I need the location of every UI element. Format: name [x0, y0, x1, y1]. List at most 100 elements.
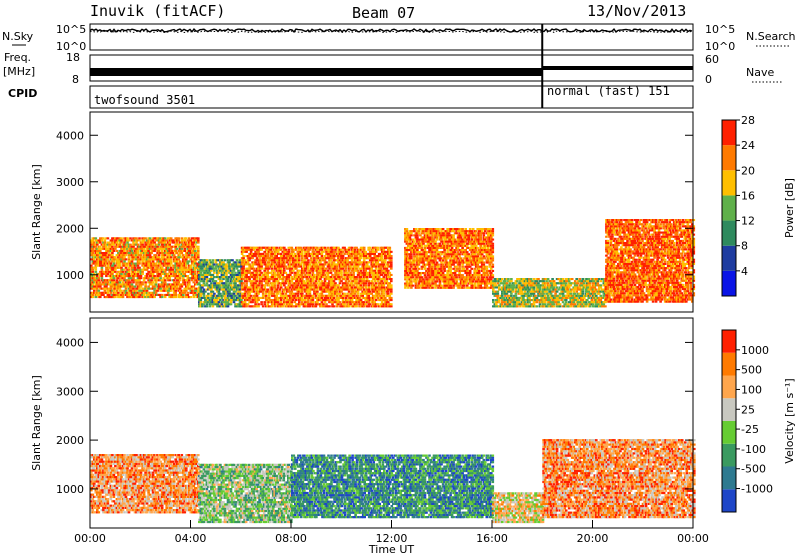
power-cell	[245, 280, 248, 283]
power-cell	[298, 296, 301, 299]
power-cell	[328, 301, 331, 304]
power-cell	[144, 264, 147, 267]
power-cell	[316, 296, 319, 299]
power-cell	[132, 281, 135, 284]
power-cell	[138, 291, 141, 294]
power-cell	[231, 280, 234, 283]
power-cell	[404, 257, 407, 260]
power-cell	[434, 269, 437, 272]
power-cell	[127, 281, 131, 284]
power-cell	[157, 260, 161, 263]
power-cell	[198, 301, 201, 304]
power-cell	[443, 238, 446, 241]
power-cell	[281, 296, 285, 299]
power-cell	[362, 248, 366, 251]
power-cell	[121, 291, 125, 294]
power-cell	[440, 234, 443, 237]
power-cell	[106, 279, 110, 282]
power-cell	[370, 267, 373, 270]
power-cell	[93, 266, 96, 269]
power-cell	[329, 290, 333, 293]
power-cell	[313, 286, 316, 289]
power-cell	[310, 280, 313, 283]
power-cell	[286, 286, 289, 289]
power-cell	[257, 255, 260, 258]
power-cell	[325, 252, 328, 255]
power-cell	[311, 263, 315, 266]
power-cell	[417, 272, 421, 275]
power-cell	[145, 245, 149, 248]
power-cell	[93, 258, 96, 261]
power-cell	[240, 276, 244, 279]
power-cell	[332, 265, 336, 268]
power-cell	[270, 288, 274, 291]
power-cell	[440, 265, 443, 268]
power-cell	[254, 305, 257, 308]
power-cell	[301, 276, 304, 279]
power-cell	[174, 289, 177, 292]
power-cell	[290, 292, 294, 295]
power-cell	[346, 261, 349, 264]
noise-panel-frame	[89, 23, 694, 51]
power-cell	[420, 240, 424, 243]
power-cell	[290, 305, 294, 308]
power-cell	[438, 267, 442, 270]
power-cell	[347, 290, 351, 293]
power-cell	[317, 280, 321, 283]
power-cell	[350, 263, 354, 266]
power-cell	[245, 271, 248, 274]
power-cell	[220, 301, 224, 304]
noise-tick-right-top: 10^5	[705, 23, 735, 36]
power-cell	[115, 266, 119, 269]
power-cell	[388, 259, 392, 262]
power-cell	[373, 278, 376, 281]
power-cell	[329, 288, 333, 291]
power-cell	[248, 292, 251, 295]
power-cell	[359, 286, 363, 289]
power-cell	[94, 270, 98, 273]
power-cell	[320, 299, 324, 302]
power-cell	[114, 245, 117, 248]
power-cell	[344, 257, 348, 260]
power-cell	[417, 257, 421, 260]
power-cell	[379, 269, 382, 272]
power-cell	[145, 256, 149, 259]
power-cell	[281, 280, 285, 283]
power-cell	[136, 281, 140, 284]
power-cell	[94, 281, 98, 284]
power-cell	[413, 228, 416, 231]
power-cell	[103, 289, 107, 292]
power-cell	[261, 261, 265, 264]
power-cell	[308, 255, 312, 258]
power-cell	[129, 254, 132, 257]
power-cell	[231, 288, 234, 291]
power-cell	[314, 246, 318, 249]
power-cell	[425, 286, 428, 289]
power-cell	[205, 305, 209, 308]
power-cell	[377, 252, 381, 255]
power-cell	[302, 248, 306, 251]
power-cell	[232, 284, 236, 287]
power-cell	[435, 284, 439, 287]
power-cell	[263, 301, 266, 304]
power-cell	[257, 261, 260, 264]
power-cell	[413, 265, 416, 268]
power-cell	[425, 269, 428, 272]
power-cell	[127, 268, 131, 271]
power-cell	[358, 255, 361, 258]
cpid-label: CPID	[8, 87, 37, 100]
power-cell	[352, 290, 355, 293]
power-cell	[118, 243, 122, 246]
power-cell	[121, 264, 125, 267]
power-cell	[260, 261, 263, 264]
power-cell	[417, 267, 421, 270]
power-cell	[118, 281, 122, 284]
power-cell	[273, 273, 277, 276]
power-cell	[123, 254, 126, 257]
power-cell	[407, 244, 410, 247]
power-cell	[208, 288, 212, 291]
power-cell	[255, 290, 259, 293]
power-cell	[440, 261, 443, 264]
power-cell	[192, 289, 196, 292]
power-cell	[207, 288, 210, 291]
